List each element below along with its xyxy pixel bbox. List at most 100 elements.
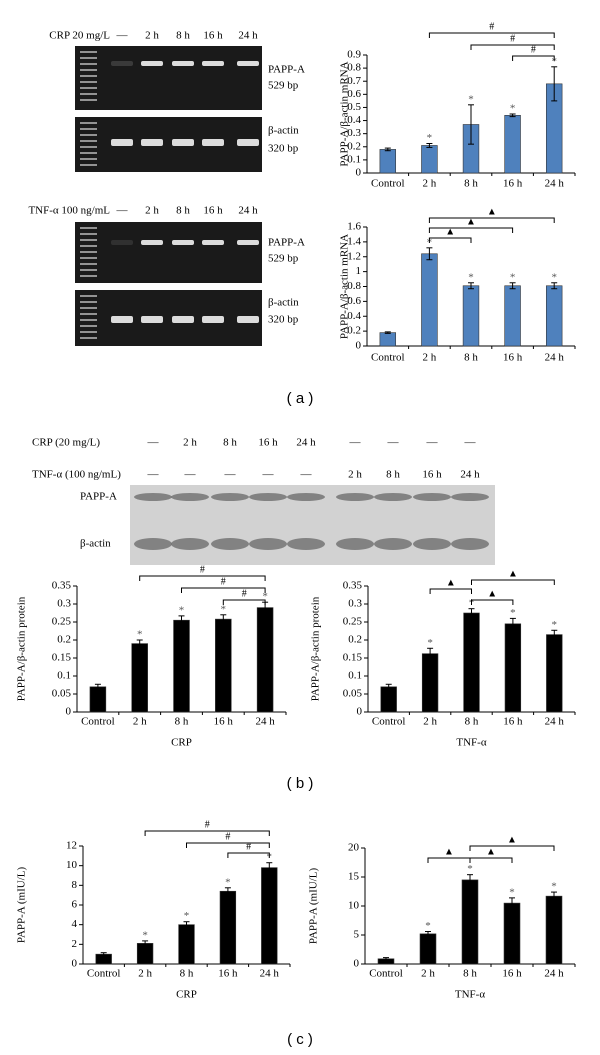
bar <box>462 285 480 347</box>
y-tick-label: 15 <box>348 871 360 883</box>
error-bar <box>551 629 558 640</box>
error-bar <box>383 957 389 961</box>
significance-label: # <box>242 588 247 599</box>
significance-bracket <box>144 830 270 836</box>
significance-bracket <box>428 32 555 38</box>
x-tick-label: 16 h <box>503 178 523 190</box>
lane-label: — <box>184 469 197 481</box>
significance-marker: * <box>510 103 516 115</box>
gel-band <box>202 240 224 245</box>
blot-band <box>413 493 451 501</box>
x-tick-label: 24 h <box>545 716 565 728</box>
x-tick-label: 2 h <box>138 968 152 980</box>
y-tick-label: 0.2 <box>348 634 362 646</box>
significance-label: # <box>205 819 210 830</box>
y-tick-label: 0 <box>72 958 78 970</box>
significance-bracket <box>227 852 270 858</box>
error-bar <box>220 614 227 624</box>
significance-marker: * <box>551 55 557 67</box>
error-bar <box>468 608 475 618</box>
significance-marker: * <box>427 132 433 144</box>
band-name: β-actin <box>268 297 299 309</box>
error-bar <box>385 683 392 690</box>
lane-label: 24 h <box>460 469 480 481</box>
x-axis-label: CRP <box>171 737 192 749</box>
lane-label: 24 h <box>296 437 316 449</box>
y-tick-label: 10 <box>348 900 360 912</box>
blot-band <box>336 493 374 501</box>
x-tick-label: Control <box>372 716 406 728</box>
lane-label: — <box>387 437 400 449</box>
bar <box>463 612 480 713</box>
gel-band <box>141 316 163 323</box>
lane-label: — <box>116 30 129 42</box>
x-tick-label: 2 h <box>423 178 437 190</box>
x-tick-label: 16 h <box>503 716 523 728</box>
treatment-label: TNF-α 100 ng/mL <box>28 205 110 217</box>
lane-label: 8 h <box>176 205 190 217</box>
gel-band <box>141 61 163 66</box>
y-axis-label: PAPP-A (mIU/L) <box>308 868 320 945</box>
bar <box>421 253 438 347</box>
x-tick-label: 2 h <box>423 352 437 364</box>
y-tick-label: 4 <box>72 918 78 930</box>
error-bar <box>509 897 515 909</box>
significance-marker: * <box>468 93 474 105</box>
lane-label: — <box>147 437 160 449</box>
lane-label: 8 h <box>176 30 190 42</box>
significance-label: ▲ <box>487 588 497 599</box>
significance-marker: * <box>179 604 185 616</box>
x-tick-label: 8 h <box>465 716 479 728</box>
y-tick-label: 0 <box>356 167 362 179</box>
lane-label: 8 h <box>223 437 237 449</box>
x-tick-label: 24 h <box>545 352 565 364</box>
significance-bracket <box>429 588 472 594</box>
lane-label: 2 h <box>145 30 159 42</box>
significance-label: ▲ <box>445 226 455 237</box>
error-bar <box>183 921 190 929</box>
error-bar <box>266 862 273 874</box>
significance-label: # <box>225 831 230 842</box>
x-axis-label: TNF-α <box>456 737 486 749</box>
y-axis-label: PAPP-A/β-actin protein <box>16 596 28 701</box>
significance-marker: * <box>137 629 143 641</box>
blot-band <box>211 538 249 550</box>
lane-label: 8 h <box>386 469 400 481</box>
significance-bracket <box>469 857 513 863</box>
lane-label: 16 h <box>203 205 223 217</box>
gel-band <box>172 61 194 66</box>
significance-label: ▲ <box>507 834 517 845</box>
y-tick-label: 0.25 <box>52 616 72 628</box>
gel-band <box>111 240 133 245</box>
gel-band <box>172 316 194 323</box>
significance-label: # <box>510 33 515 44</box>
x-tick-label: Control <box>369 968 403 980</box>
y-tick-label: 1.4 <box>347 235 361 247</box>
lane-label: — <box>262 469 275 481</box>
lane-label: 16 h <box>258 437 278 449</box>
error-bar <box>384 147 391 152</box>
x-tick-label: Control <box>87 968 121 980</box>
gel-band <box>237 61 259 66</box>
significance-bracket <box>428 227 514 233</box>
significance-marker: * <box>142 929 148 941</box>
y-tick-label: 12 <box>66 840 77 852</box>
y-tick-label: 0.2 <box>347 140 361 152</box>
error-bar <box>468 104 474 145</box>
significance-marker: * <box>509 886 515 898</box>
x-tick-label: 2 h <box>423 716 437 728</box>
y-tick-label: 0.05 <box>52 688 72 700</box>
bar <box>256 607 274 713</box>
bar <box>89 686 107 713</box>
error-bar <box>509 617 516 630</box>
bar <box>503 902 521 965</box>
y-tick-label: 1.6 <box>347 221 361 233</box>
y-tick-label: 6 <box>72 899 78 911</box>
significance-bracket <box>427 857 471 863</box>
blot-band <box>451 538 489 550</box>
significance-label: # <box>531 44 536 55</box>
panel-label: ( c ) <box>287 1031 313 1048</box>
bar <box>421 653 439 713</box>
y-tick-label: 5 <box>354 929 360 941</box>
lane-label: 24 h <box>238 30 258 42</box>
